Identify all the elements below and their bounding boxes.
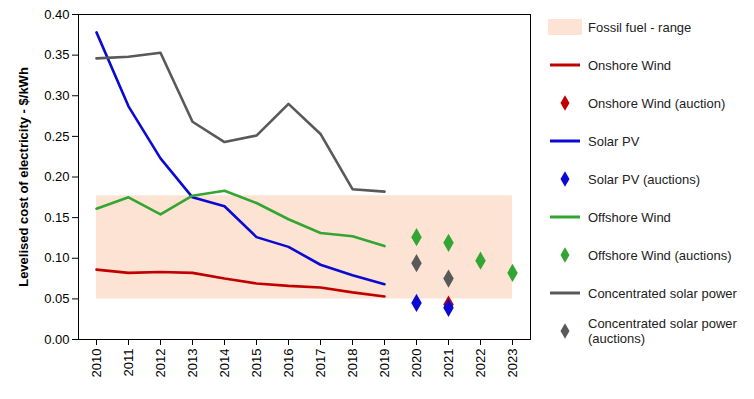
svg-text:0.35: 0.35 — [44, 47, 69, 62]
svg-text:0.00: 0.00 — [44, 332, 69, 347]
html-text:Fossil fuel - range: Fossil fuel - range — [588, 19, 692, 35]
html-text:Concentrated solar power (auct: Concentrated solar power (auctions) — [588, 316, 737, 346]
svg-text:2022: 2022 — [473, 349, 488, 378]
html-text:Solar PV (auctions): Solar PV (auctions) — [588, 171, 700, 187]
html-text:Offshore Wind (auctions): Offshore Wind (auctions) — [588, 247, 732, 263]
svg-text:0.05: 0.05 — [44, 291, 69, 306]
svg-text:2011: 2011 — [121, 349, 136, 377]
html-text:Onshore Wind (auction): Onshore Wind (auction) — [588, 95, 726, 111]
svg-text:0.40: 0.40 — [44, 7, 69, 22]
svg-text:2010: 2010 — [89, 349, 104, 378]
html-text:Offshore Wind: Offshore Wind — [588, 209, 671, 225]
svg-text:2021: 2021 — [441, 349, 456, 378]
svg-text:2012: 2012 — [153, 349, 168, 378]
svg-text:0.10: 0.10 — [44, 250, 69, 265]
svg-text:2015: 2015 — [249, 349, 264, 378]
svg-text:2023: 2023 — [505, 349, 520, 378]
html-text:Solar PV: Solar PV — [588, 133, 640, 149]
svg-text:2019: 2019 — [377, 349, 392, 378]
svg-text:2020: 2020 — [409, 349, 424, 378]
svg-text:2018: 2018 — [345, 349, 360, 378]
svg-text:0.30: 0.30 — [44, 88, 69, 103]
svg-text:0.15: 0.15 — [44, 210, 69, 225]
svg-text:0.25: 0.25 — [44, 129, 69, 144]
svg-text:2013: 2013 — [185, 349, 200, 378]
svg-text:Levelised cost of electricity: Levelised cost of electricity - $/kWh — [16, 67, 31, 287]
svg-text:2014: 2014 — [217, 349, 232, 378]
svg-text:2017: 2017 — [313, 349, 328, 378]
html-text:Concentrated solar power: Concentrated solar power — [588, 285, 737, 301]
svg-text:0.20: 0.20 — [44, 169, 69, 184]
html-text:Onshore Wind: Onshore Wind — [588, 57, 672, 73]
svg-text:2016: 2016 — [281, 349, 296, 378]
